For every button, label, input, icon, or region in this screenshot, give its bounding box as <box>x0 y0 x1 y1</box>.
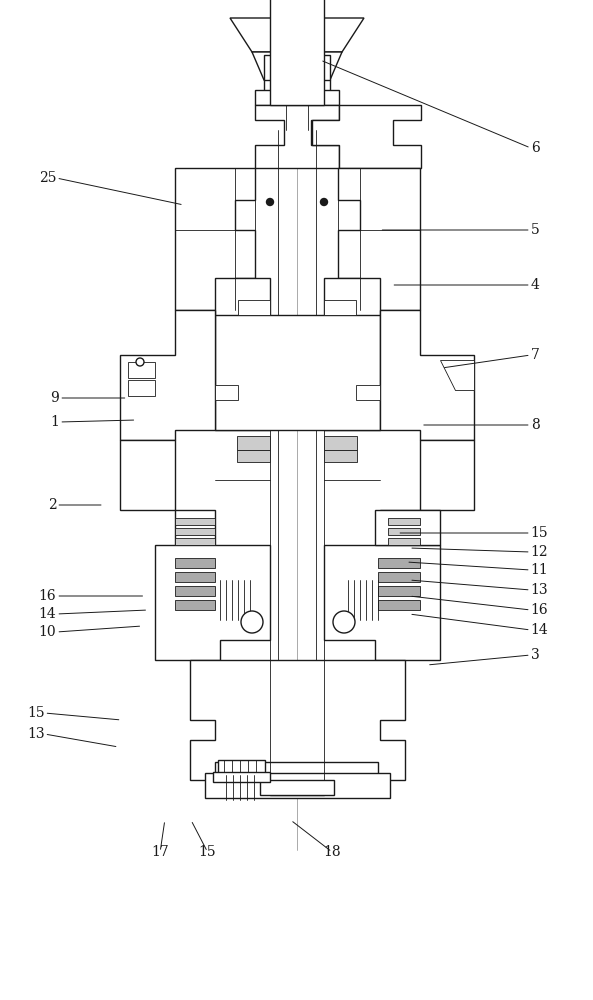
Text: 2: 2 <box>47 498 56 512</box>
Polygon shape <box>218 760 265 775</box>
Polygon shape <box>324 436 357 450</box>
Polygon shape <box>175 586 215 596</box>
Polygon shape <box>378 572 420 582</box>
Polygon shape <box>190 660 405 780</box>
Text: 1: 1 <box>50 415 59 429</box>
Polygon shape <box>238 300 270 315</box>
Text: 15: 15 <box>199 845 216 859</box>
Polygon shape <box>388 538 420 545</box>
Polygon shape <box>175 168 255 310</box>
Polygon shape <box>255 105 339 168</box>
Text: 7: 7 <box>531 348 540 362</box>
Bar <box>260 780 334 795</box>
Polygon shape <box>380 310 474 440</box>
Polygon shape <box>420 440 474 510</box>
Polygon shape <box>175 518 215 525</box>
Circle shape <box>241 611 263 633</box>
Text: 3: 3 <box>531 648 540 662</box>
Bar <box>215 762 378 780</box>
Polygon shape <box>324 300 356 315</box>
Text: 16: 16 <box>39 589 56 603</box>
Polygon shape <box>388 528 420 535</box>
Text: 6: 6 <box>531 141 540 155</box>
Bar <box>255 90 339 105</box>
Polygon shape <box>215 385 238 400</box>
Bar <box>270 0 324 105</box>
Polygon shape <box>312 105 421 168</box>
Text: 17: 17 <box>151 845 169 859</box>
Polygon shape <box>375 510 440 545</box>
Polygon shape <box>237 450 270 462</box>
Polygon shape <box>128 380 155 396</box>
Polygon shape <box>356 385 380 400</box>
Polygon shape <box>230 18 364 52</box>
Polygon shape <box>213 772 270 782</box>
Bar <box>215 315 380 430</box>
Polygon shape <box>324 450 357 462</box>
Text: 13: 13 <box>27 727 44 741</box>
Text: 16: 16 <box>531 603 549 617</box>
Text: 14: 14 <box>39 607 56 621</box>
Text: 10: 10 <box>39 625 56 639</box>
Circle shape <box>136 358 144 366</box>
Polygon shape <box>237 436 270 450</box>
Polygon shape <box>175 538 215 545</box>
Polygon shape <box>380 510 420 545</box>
Polygon shape <box>252 52 342 80</box>
Text: 14: 14 <box>531 623 549 637</box>
Text: 12: 12 <box>531 545 549 559</box>
Circle shape <box>266 198 273 206</box>
Polygon shape <box>378 600 420 610</box>
Text: 13: 13 <box>531 583 549 597</box>
Text: 18: 18 <box>323 845 341 859</box>
Polygon shape <box>175 600 215 610</box>
Polygon shape <box>440 360 474 390</box>
Bar <box>205 773 390 798</box>
Polygon shape <box>120 440 175 510</box>
Text: 15: 15 <box>531 526 549 540</box>
Text: 4: 4 <box>531 278 540 292</box>
Polygon shape <box>155 545 270 660</box>
Polygon shape <box>324 278 380 430</box>
Text: 25: 25 <box>39 171 56 185</box>
Text: 5: 5 <box>531 223 540 237</box>
Polygon shape <box>378 586 420 596</box>
Polygon shape <box>175 572 215 582</box>
Polygon shape <box>378 558 420 568</box>
Text: 11: 11 <box>531 563 549 577</box>
Bar <box>264 55 330 80</box>
Polygon shape <box>175 558 215 568</box>
Text: 15: 15 <box>27 706 44 720</box>
Polygon shape <box>215 278 270 430</box>
Polygon shape <box>128 362 155 378</box>
Polygon shape <box>175 510 215 545</box>
Polygon shape <box>324 545 440 660</box>
Text: 9: 9 <box>50 391 59 405</box>
Polygon shape <box>175 528 215 535</box>
Polygon shape <box>338 168 420 310</box>
Polygon shape <box>120 310 215 440</box>
Circle shape <box>320 198 327 206</box>
Circle shape <box>333 611 355 633</box>
Text: 8: 8 <box>531 418 540 432</box>
Polygon shape <box>388 518 420 525</box>
